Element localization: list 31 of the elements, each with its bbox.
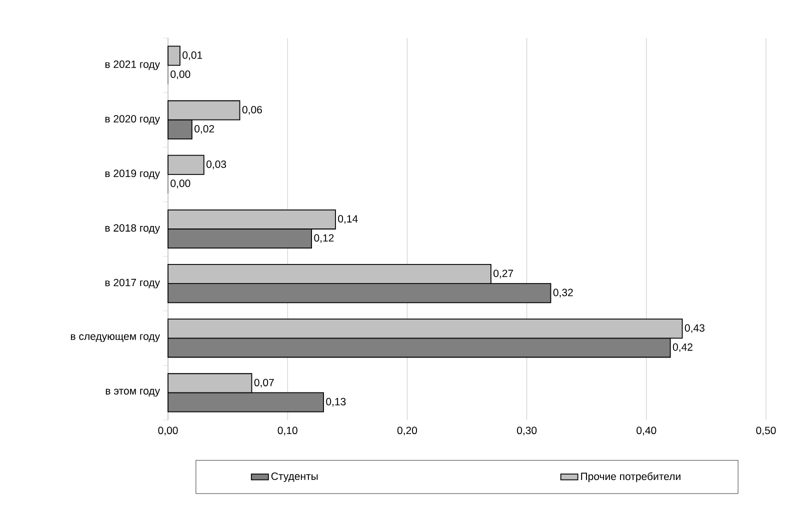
x-tick-label: 0,30 [516, 426, 537, 436]
bar [168, 154, 204, 175]
data-label: 0,01 [182, 51, 202, 60]
y-tick-label: в 2019 году [105, 170, 160, 180]
data-label: 0,03 [206, 160, 226, 170]
x-tick-label: 0,40 [636, 426, 656, 436]
y-tick-label: в этом году [106, 388, 160, 397]
data-label: 0,42 [672, 343, 692, 352]
y-tick-label: в 2021 году [105, 60, 160, 70]
bar [168, 46, 180, 66]
data-label: 0,07 [254, 378, 274, 388]
x-tick-label: 0,50 [756, 426, 776, 436]
x-tick-label: 0,20 [397, 426, 417, 436]
y-tick-label: в 2017 году [105, 278, 160, 288]
data-label: 0,02 [194, 125, 214, 134]
data-label: 0,43 [684, 324, 704, 333]
data-label: 0,06 [242, 106, 262, 115]
data-label: 0,27 [494, 270, 514, 278]
data-label: 0,12 [314, 234, 334, 243]
data-label: 0,00 [170, 70, 190, 80]
y-tick-label: в 2018 году [105, 224, 160, 234]
y-tick-label: в следующем году [70, 334, 160, 342]
x-tick-label: 0,00 [158, 426, 178, 436]
legend-label: Студенты [271, 472, 318, 482]
x-tick-label: 0,10 [278, 426, 298, 436]
data-label: 0,13 [326, 398, 346, 407]
legend-label: Прочие потребители [581, 472, 680, 482]
data-label: 0,14 [338, 215, 358, 224]
data-label: 0,32 [553, 288, 573, 298]
y-tick-label: в 2020 году [105, 115, 160, 125]
data-label: 0,00 [170, 180, 190, 188]
